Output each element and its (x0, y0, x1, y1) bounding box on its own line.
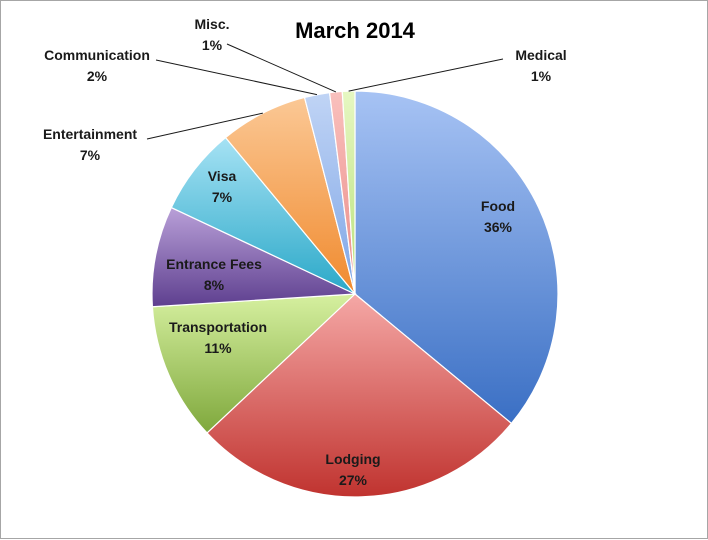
leader-line-communication (155, 59, 318, 96)
slice-name-food: Food (481, 198, 515, 214)
leader-line-entertainment (146, 112, 263, 140)
slice-transportation (151, 293, 357, 434)
slice-name-lodging: Lodging (325, 451, 380, 467)
slice-percent-food: 36% (484, 219, 513, 235)
slice-percent-misc: 1% (202, 37, 223, 53)
slice-name-transportation: Transportation (169, 319, 267, 335)
slice-percent-medical: 1% (531, 68, 552, 84)
chart-title: March 2014 (295, 18, 416, 43)
slice-percent-entrance-fees: 8% (204, 277, 225, 293)
slice-name-communication: Communication (44, 47, 150, 63)
slice-percent-communication: 2% (87, 68, 108, 84)
slice-name-visa: Visa (208, 168, 237, 184)
slice-percent-transportation: 11% (204, 340, 232, 356)
leader-line-misc (226, 43, 337, 93)
slice-name-entertainment: Entertainment (43, 126, 137, 142)
slice-name-medical: Medical (515, 47, 566, 63)
leader-line-medical (348, 58, 504, 92)
slice-percent-entertainment: 7% (80, 147, 101, 163)
slice-name-entrance-fees: Entrance Fees (166, 256, 262, 272)
slice-percent-lodging: 27% (339, 472, 368, 488)
slice-entrance-fees (151, 206, 356, 308)
slice-percent-visa: 7% (212, 189, 233, 205)
slice-lodging (206, 293, 513, 498)
slice-food (354, 90, 559, 425)
slice-name-misc: Misc. (194, 16, 229, 32)
